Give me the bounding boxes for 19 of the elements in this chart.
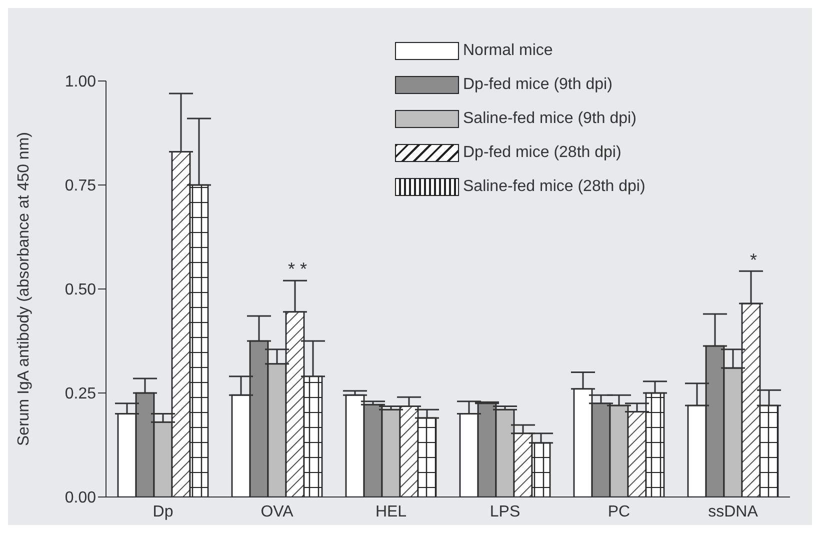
y-tick-label: 0.00: [64, 490, 96, 507]
legend-label: Saline-fed mice (9th dpi): [463, 110, 636, 128]
y-tick-label: 0.25: [64, 386, 96, 403]
x-tick-label: Dp: [152, 503, 174, 520]
legend-label: Dp-fed mice (28th dpi): [463, 144, 622, 162]
y-tick-label: 1.00: [64, 74, 96, 91]
x-tick-label: HEL: [375, 503, 407, 520]
annotation: * *: [288, 259, 308, 280]
y-axis-title: Serum IgA antibody (absorbance at 450 nm): [16, 132, 33, 446]
x-tick-label: PC: [608, 503, 630, 520]
x-tick-label: ssDNA: [708, 503, 758, 520]
legend-label: Dp-fed mice (9th dpi): [463, 76, 612, 94]
y-tick-label: 0.50: [64, 282, 96, 299]
legend-label: Saline-fed mice (28th dpi): [463, 178, 646, 196]
x-tick-label: OVA: [260, 503, 294, 520]
x-tick-label: LPS: [490, 503, 520, 520]
legend-label: Normal mice: [463, 42, 553, 60]
y-tick-label: 0.75: [64, 178, 96, 195]
annotation: *: [750, 250, 758, 271]
